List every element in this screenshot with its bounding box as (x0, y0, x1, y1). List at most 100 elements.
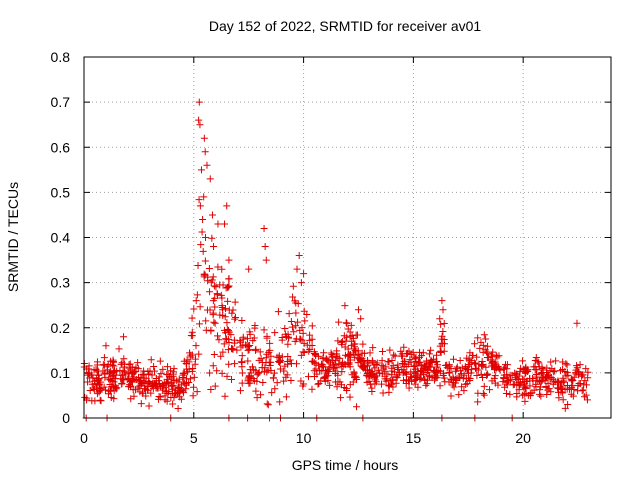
data-point (205, 265, 213, 273)
data-point (255, 356, 263, 364)
data-point (570, 386, 578, 394)
data-point (101, 386, 109, 394)
data-point (210, 282, 218, 290)
data-point (369, 371, 377, 379)
data-point (547, 388, 555, 396)
data-point (170, 394, 178, 402)
data-point (203, 161, 211, 169)
data-point (310, 349, 318, 357)
data-point (130, 368, 138, 376)
data-point (462, 380, 470, 388)
data-point (264, 401, 272, 409)
data-point (225, 256, 233, 264)
data-point (474, 334, 482, 342)
data-point (263, 400, 271, 408)
data-point (536, 390, 544, 398)
data-point (575, 371, 583, 379)
data-point (275, 353, 283, 361)
data-point (149, 382, 157, 390)
data-point (294, 300, 302, 308)
data-point (393, 364, 401, 372)
data-point (532, 373, 540, 381)
data-point (475, 360, 483, 368)
data-point (343, 319, 351, 327)
data-point (213, 332, 221, 340)
x-tick-label: 10 (296, 430, 312, 446)
data-point (319, 354, 327, 362)
data-point (231, 298, 239, 306)
data-point (338, 368, 346, 376)
data-point (93, 358, 101, 366)
data-point (236, 337, 244, 345)
data-point (460, 387, 468, 395)
data-point (252, 345, 260, 353)
data-point (456, 357, 464, 365)
data-point (583, 396, 591, 404)
data-point (170, 365, 178, 373)
data-point (503, 381, 511, 389)
data-point (478, 374, 486, 382)
data-point (536, 377, 544, 385)
data-point (196, 202, 204, 210)
data-point (314, 380, 322, 388)
data-point (458, 383, 466, 391)
data-point (261, 364, 269, 372)
data-point (209, 311, 217, 319)
data-point (582, 381, 590, 389)
data-point (348, 332, 356, 340)
data-point (333, 383, 341, 391)
data-point (479, 389, 487, 397)
data-point (476, 344, 484, 352)
data-point (569, 376, 577, 384)
data-point (437, 320, 445, 328)
data-point (157, 370, 165, 378)
data-point (91, 397, 99, 405)
data-point (108, 383, 116, 391)
data-point (155, 393, 163, 401)
data-point (260, 224, 268, 232)
data-point (544, 371, 552, 379)
data-point (269, 374, 277, 382)
data-point (486, 386, 494, 394)
data-point (282, 333, 290, 341)
data-point (547, 358, 555, 366)
data-point (199, 247, 207, 255)
data-point (405, 347, 413, 355)
data-point (100, 383, 108, 391)
data-point (535, 359, 543, 367)
data-point (260, 368, 268, 376)
data-point (546, 375, 554, 383)
data-point (346, 356, 354, 364)
data-point (214, 220, 222, 228)
data-point (405, 384, 413, 392)
data-point (291, 337, 299, 345)
data-point (213, 290, 221, 298)
data-point (371, 376, 379, 384)
data-point (231, 315, 239, 323)
data-point (210, 318, 218, 326)
data-point (373, 372, 381, 380)
data-point (568, 381, 576, 389)
data-point (93, 380, 101, 388)
data-point (337, 394, 345, 402)
data-point (391, 352, 399, 360)
data-point (274, 308, 282, 316)
data-point (84, 378, 92, 386)
data-point (103, 366, 111, 374)
data-point (573, 362, 581, 370)
data-point (285, 310, 293, 318)
data-point (579, 386, 587, 394)
data-point (379, 389, 387, 397)
data-point (211, 303, 219, 311)
data-point (211, 294, 219, 302)
data-point (530, 386, 538, 394)
data-point (132, 386, 140, 394)
data-point (331, 367, 339, 375)
data-point (331, 360, 339, 368)
data-point (96, 396, 104, 404)
data-point (306, 345, 314, 353)
data-point (232, 314, 240, 322)
data-point (392, 379, 400, 387)
data-point (346, 352, 354, 360)
data-point (190, 383, 198, 391)
